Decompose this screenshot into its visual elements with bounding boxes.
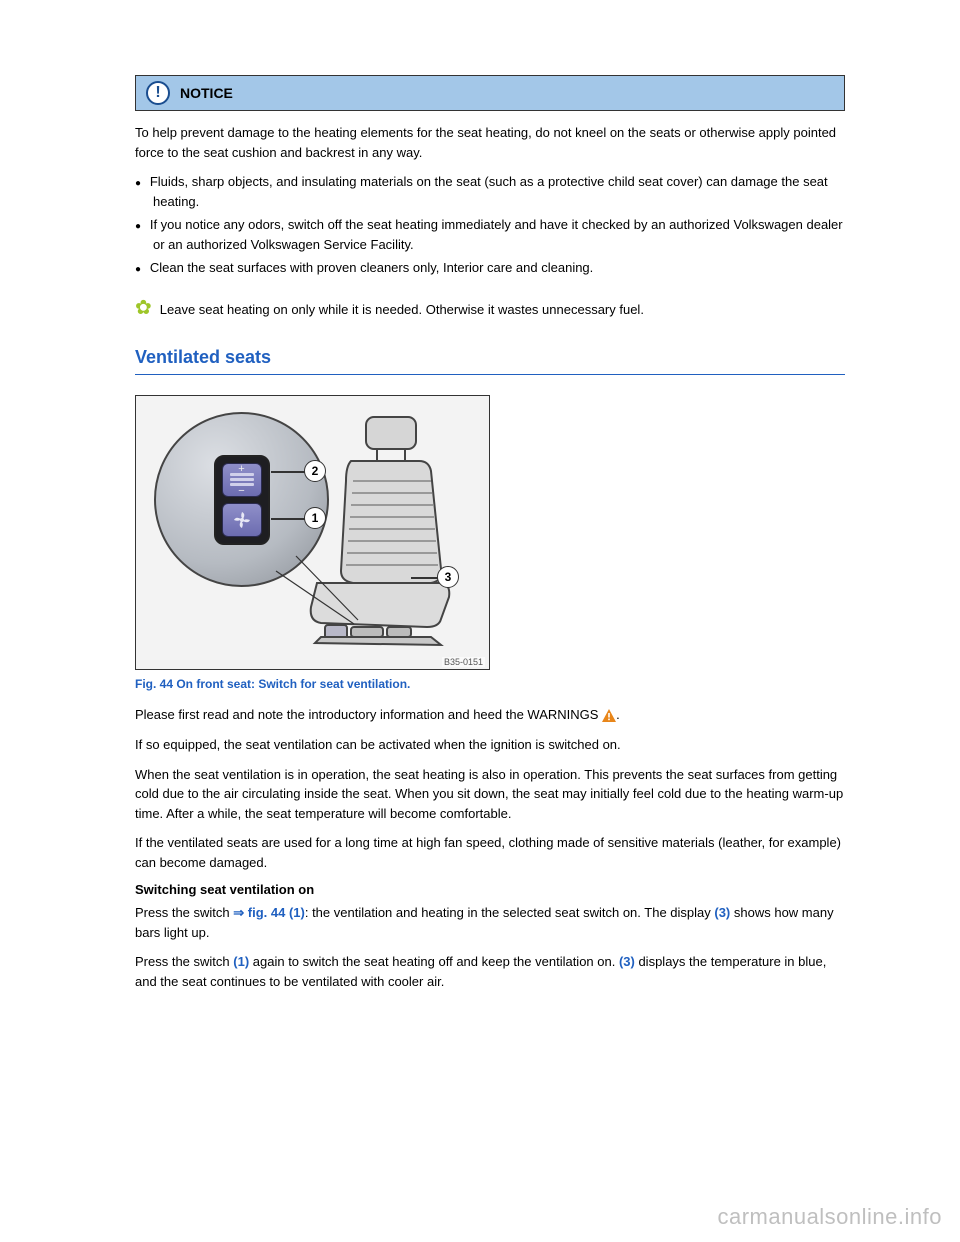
text: Press the switch	[135, 954, 233, 969]
sub-heading: Switching seat ventilation on	[135, 882, 845, 897]
notice-banner: ! NOTICE	[135, 75, 845, 111]
notice-label: NOTICE	[180, 85, 233, 101]
body-paragraph: If the ventilated seats are used for a l…	[135, 833, 845, 872]
eco-tip-text: Leave seat heating on only while it is n…	[160, 300, 644, 320]
callout-ref: (3)	[714, 905, 730, 920]
figure-caption: Fig. 44 On front seat: Switch for seat v…	[135, 677, 845, 691]
eco-tip-row: ✿ Leave seat heating on only while it is…	[135, 300, 845, 320]
step-text: Press the switch (1) again to switch the…	[135, 952, 845, 991]
image-credit: B35-0151	[442, 657, 485, 667]
warning-triangle-icon	[602, 706, 616, 726]
watermark: carmanualsonline.info	[717, 1204, 942, 1230]
notice-bullets: Fluids, sharp objects, and insulating ma…	[135, 172, 845, 278]
list-item: Fluids, sharp objects, and insulating ma…	[135, 172, 845, 211]
step-text: Press the switch ⇒ fig. 44 (1): the vent…	[135, 903, 845, 942]
section-heading: Ventilated seats	[135, 347, 845, 375]
list-item: If you notice any odors, switch off the …	[135, 215, 845, 254]
text: Please first read and note the introduct…	[135, 707, 598, 722]
figure-block: + −	[135, 395, 845, 691]
leader-lines	[136, 396, 490, 670]
body-paragraph: When the seat ventilation is in operatio…	[135, 765, 845, 824]
text: Press the switch	[135, 905, 233, 920]
body-paragraph: Please first read and note the introduct…	[135, 705, 845, 725]
figure-image: + −	[135, 395, 490, 670]
notice-intro: To help prevent damage to the heating el…	[135, 123, 845, 162]
text: again to switch the seat heating off and…	[249, 954, 619, 969]
callout-ref: (1)	[233, 954, 249, 969]
list-item: Clean the seat surfaces with proven clea…	[135, 258, 845, 278]
callout-ref: (3)	[619, 954, 635, 969]
text: : the ventilation and heating in the sel…	[305, 905, 715, 920]
flower-icon: ✿	[135, 298, 152, 318]
fig-reference: ⇒ fig. 44 (1)	[233, 905, 305, 920]
body-paragraph: If so equipped, the seat ventilation can…	[135, 735, 845, 755]
notice-icon: !	[146, 81, 170, 105]
